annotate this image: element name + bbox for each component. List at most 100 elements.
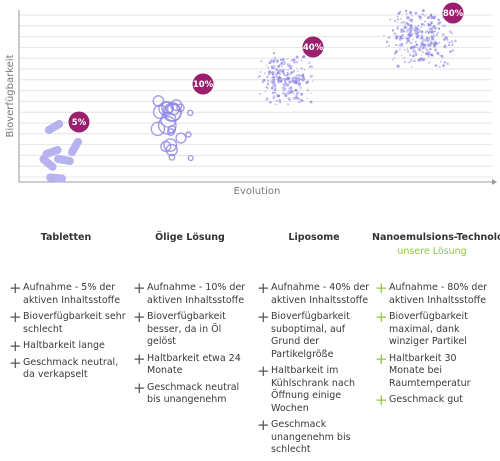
particle (260, 60, 263, 63)
plus-icon: + (133, 378, 146, 397)
particle (299, 75, 302, 77)
particle (393, 57, 396, 60)
particle (393, 32, 397, 36)
particle (284, 77, 287, 80)
particle (292, 61, 295, 64)
particle (297, 83, 301, 86)
particle (438, 65, 441, 68)
particle (297, 73, 301, 77)
particle (284, 83, 288, 87)
column-title: Tabletten (40, 232, 92, 243)
column-subtitle (6, 246, 126, 258)
percentage-badge (302, 36, 324, 58)
particle (272, 95, 276, 99)
particle (414, 29, 418, 32)
particle (400, 54, 403, 57)
particle (281, 65, 284, 68)
particle (396, 15, 399, 18)
particle (274, 73, 278, 76)
particle (273, 56, 277, 59)
particle (312, 80, 314, 82)
plus-icon: + (9, 353, 22, 372)
particle (265, 98, 268, 101)
particle (420, 36, 424, 40)
particle (454, 39, 457, 43)
particle (420, 54, 423, 56)
particle (423, 24, 426, 27)
particle (432, 15, 436, 19)
particle (406, 39, 409, 42)
particle (385, 46, 388, 48)
particle (267, 66, 270, 69)
particle (300, 92, 304, 96)
particle (267, 70, 272, 74)
list-item: + Haltbarkeit etwa 24 Monate (133, 349, 241, 376)
particle (389, 18, 392, 21)
tablet-capsule (39, 155, 57, 171)
particle (275, 67, 279, 71)
particle (394, 52, 397, 55)
feature-list: + Aufnahme - 10% der aktiven Inhaltsstoff… (130, 281, 252, 411)
particle (433, 30, 436, 33)
percentage-label: 80% (443, 9, 464, 19)
particle (425, 37, 428, 39)
particle (418, 15, 422, 19)
plus-icon: + (133, 349, 146, 368)
particle (295, 55, 299, 59)
cluster-4 (382, 9, 457, 68)
particle (266, 75, 269, 79)
particle (309, 100, 313, 104)
oil-droplet (186, 109, 194, 117)
particle (413, 59, 417, 63)
cluster-2 (150, 95, 194, 162)
oil-droplet (152, 95, 165, 107)
particle (286, 103, 290, 106)
particle (415, 53, 418, 56)
particle-clusters (39, 9, 457, 183)
feature-list: + Aufnahme - 80% der aktiven Inhaltsstoff… (372, 281, 494, 411)
oil-droplet (163, 138, 178, 153)
particle (400, 45, 402, 47)
particle (277, 64, 281, 68)
particle (412, 45, 416, 49)
particle (292, 96, 296, 101)
particle (427, 55, 430, 58)
particle (424, 20, 426, 23)
particle (405, 9, 408, 13)
particle (298, 77, 300, 79)
particle (418, 48, 422, 52)
particle (286, 77, 290, 81)
particle (406, 47, 409, 50)
particle (414, 26, 417, 29)
particle (432, 24, 436, 28)
particle (410, 66, 413, 68)
particle (397, 25, 399, 28)
particle (433, 48, 438, 52)
percentage-badge (442, 2, 464, 24)
particle (430, 30, 434, 34)
plus-icon: + (257, 416, 270, 434)
particle (403, 21, 405, 24)
particle (276, 61, 279, 64)
particle (308, 66, 311, 68)
particle (414, 40, 417, 44)
particle (427, 32, 430, 34)
particle (289, 87, 292, 91)
list-item: + Bioverfügbarkeit suboptimal, auf Grund … (257, 308, 350, 360)
particle (416, 46, 418, 49)
particle (429, 47, 432, 51)
particle (437, 18, 440, 22)
particle (435, 33, 439, 37)
particle (271, 67, 274, 70)
oil-droplet (175, 132, 187, 144)
particle (420, 41, 424, 44)
particle (420, 26, 423, 29)
particle (442, 64, 445, 68)
particle (294, 96, 298, 100)
particle (272, 75, 276, 79)
particle (266, 83, 270, 86)
particle (430, 36, 434, 39)
particle (405, 13, 408, 15)
particle (306, 97, 309, 100)
oil-droplet (157, 115, 177, 135)
